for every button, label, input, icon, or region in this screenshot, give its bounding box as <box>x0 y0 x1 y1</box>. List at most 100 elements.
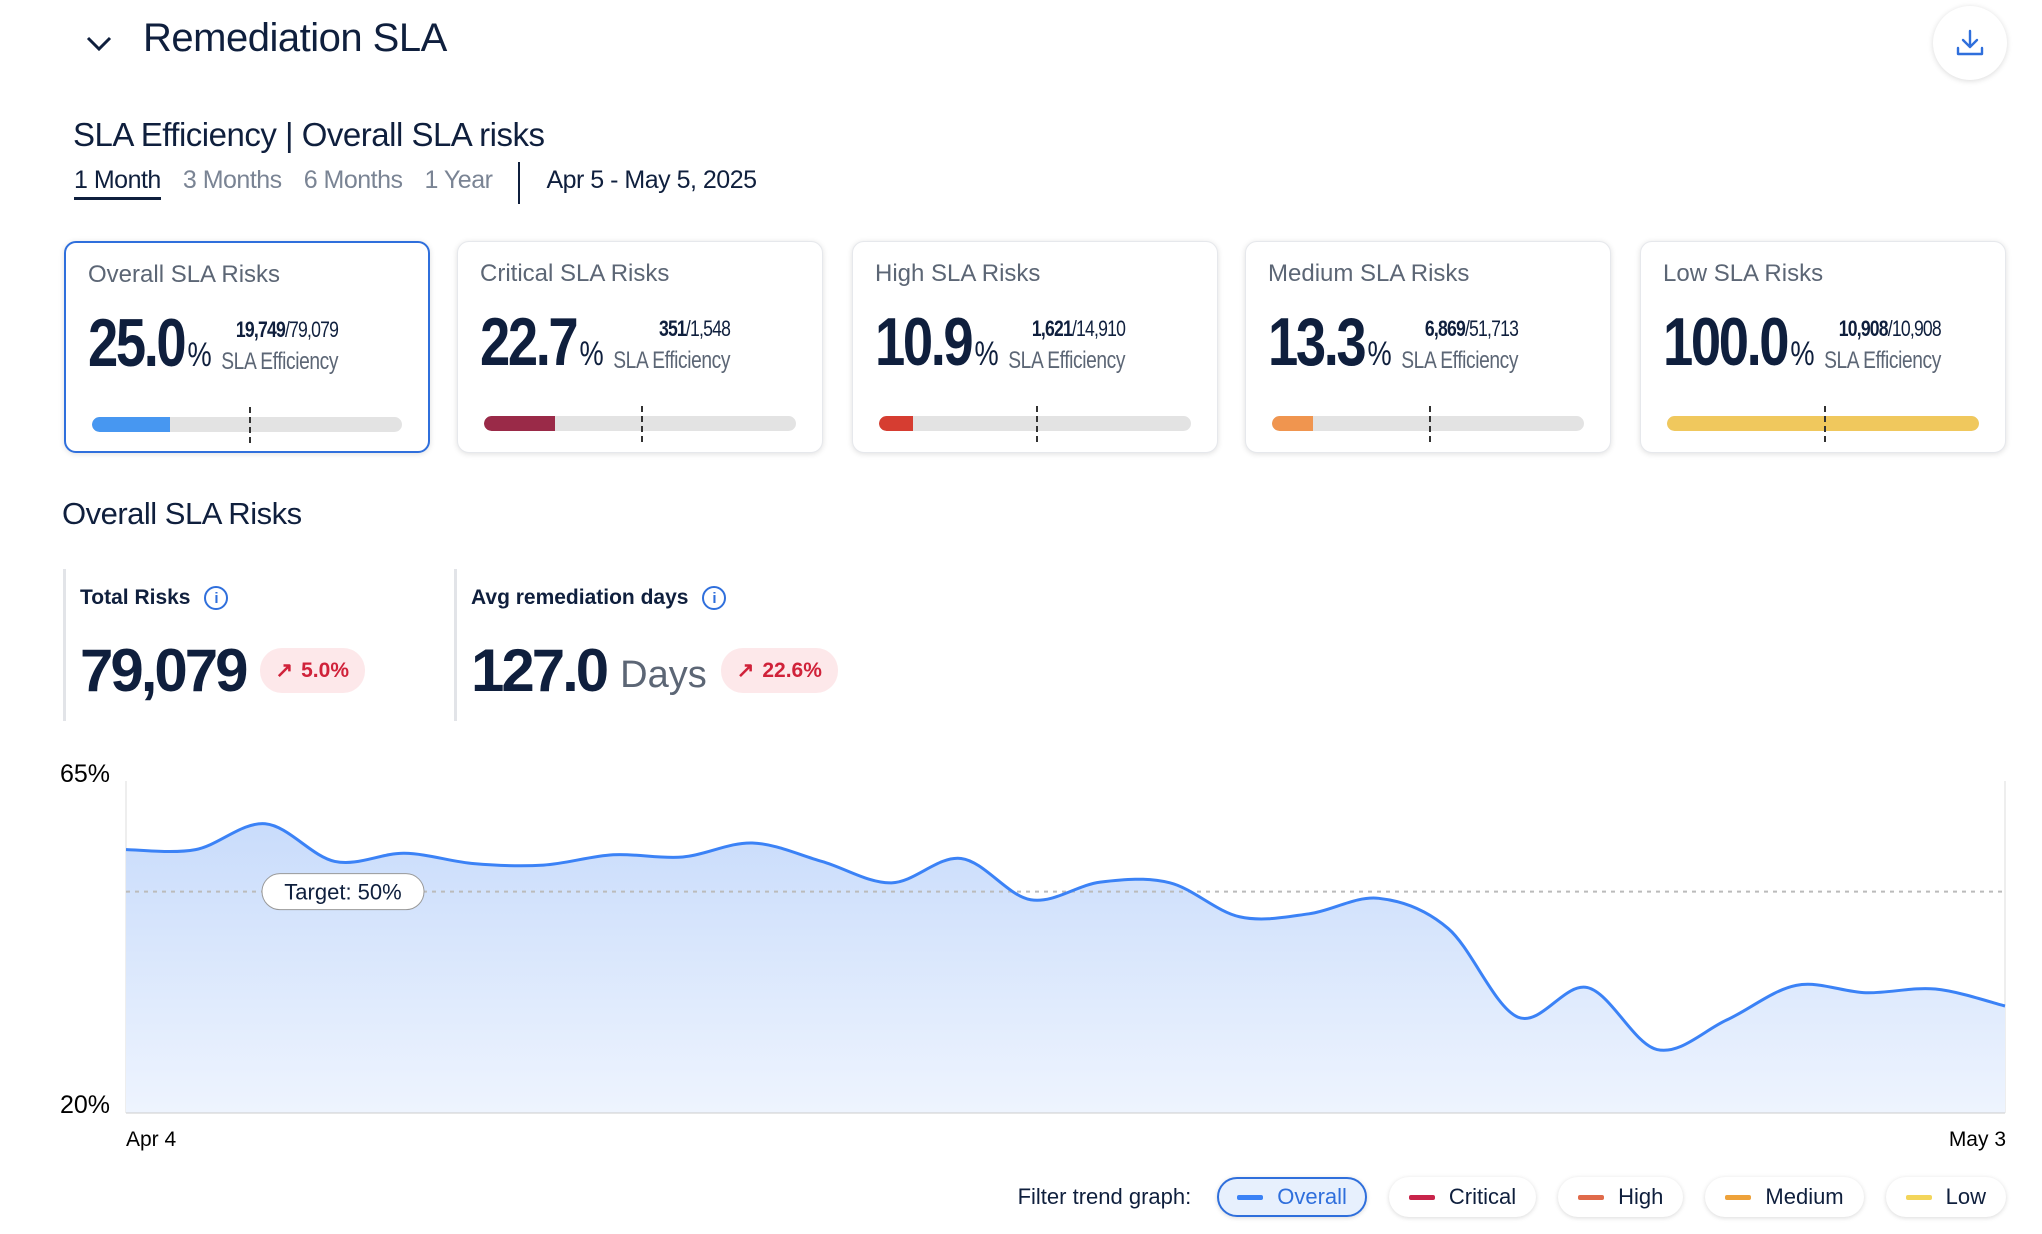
card-detail: 351/1,548 SLA Efficiency <box>613 316 731 376</box>
trend-up-icon: ↗ <box>736 659 755 682</box>
card-percentage: 10.9% <box>875 308 999 376</box>
filter-option-label: Low <box>1945 1184 1986 1209</box>
change-value: 22.6% <box>762 658 822 682</box>
card-label: Medium SLA Risks <box>1268 260 1470 287</box>
sla-card-low[interactable]: Low SLA Risks 100.0% 10,908/10,908 SLA E… <box>1640 241 2006 453</box>
progress-fill <box>484 416 555 431</box>
filter-low[interactable]: Low <box>1885 1177 2006 1217</box>
x-tick-label: May 3 <box>1949 1128 2006 1151</box>
filter-option-label: Critical <box>1448 1184 1517 1209</box>
target-label-text: Target: 50% <box>284 880 401 905</box>
series-line-overall <box>125 822 2006 1052</box>
card-value: 22.7 <box>480 304 579 380</box>
card-label: Critical SLA Risks <box>480 260 670 287</box>
tab-1-month[interactable]: 1 Month <box>74 166 161 200</box>
card-values: 25.0% 19,749/79,079 SLA Efficiency <box>88 309 339 377</box>
card-detail: 1,621/14,910 SLA Efficiency <box>1008 316 1126 376</box>
card-percentage: 100.0% <box>1663 308 1815 376</box>
card-percentage: 25.0% <box>88 309 212 377</box>
filter-label: Filter trend graph: <box>1017 1184 1192 1209</box>
card-label: Low SLA Risks <box>1663 260 1824 287</box>
change-badge: ↗ 5.0% <box>259 648 365 693</box>
info-icon[interactable]: i <box>204 586 229 610</box>
sla-card-medium[interactable]: Medium SLA Risks 13.3% 6,869/51,713 SLA … <box>1245 241 1611 453</box>
kpi-total-risks: Total Risks i 79,079 ↗ 5.0% <box>63 569 403 721</box>
card-value: 25.0 <box>88 305 187 381</box>
card-denominator: /79,079 <box>284 317 339 343</box>
progress-fill <box>879 416 913 431</box>
filter-overall[interactable]: Overall <box>1217 1177 1367 1217</box>
change-badge: ↗ 22.6% <box>720 648 838 693</box>
kpi-value: 127.0 <box>471 637 609 704</box>
card-percentage: 22.7% <box>480 308 604 376</box>
progress-bar <box>484 416 796 431</box>
card-values: 13.3% 6,869/51,713 SLA Efficiency <box>1268 308 1519 376</box>
kpi-label: Avg remediation days <box>471 586 689 609</box>
card-numerator: 6,869 <box>1424 316 1466 342</box>
progress-fill <box>92 417 170 432</box>
section-title-overall: Overall SLA Risks <box>62 496 302 531</box>
sla-card-high[interactable]: High SLA Risks 10.9% 1,621/14,910 SLA Ef… <box>852 241 1218 453</box>
card-values: 10.9% 1,621/14,910 SLA Efficiency <box>875 308 1126 376</box>
filter-row: Filter trend graph: Overall Critical High M… <box>1018 1177 2006 1217</box>
filter-option-label: Overall <box>1277 1184 1347 1209</box>
progress-bar <box>92 417 402 432</box>
legend-swatch-icon <box>1408 1194 1435 1200</box>
card-fraction: 351/1,548 <box>658 316 731 342</box>
card-value: 13.3 <box>1268 304 1367 380</box>
change-value: 5.0% <box>301 658 349 682</box>
card-denominator: /51,713 <box>1464 316 1519 342</box>
trend-up-icon: ↗ <box>275 659 294 682</box>
download-icon <box>1956 29 1984 56</box>
tab-1-year[interactable]: 1 Year <box>424 166 493 194</box>
card-value: 100.0 <box>1663 304 1790 380</box>
card-sublabel: SLA Efficiency <box>1401 346 1519 374</box>
y-tick-label: 65% <box>60 760 110 788</box>
card-detail: 19,749/79,079 SLA Efficiency <box>221 317 339 377</box>
filter-critical[interactable]: Critical <box>1388 1177 1537 1217</box>
card-values: 100.0% 10,908/10,908 SLA Efficiency <box>1663 308 1942 376</box>
target-marker <box>641 406 643 442</box>
target-marker <box>1429 406 1431 442</box>
chevron-down-icon[interactable] <box>84 28 114 58</box>
y-tick-label: 20% <box>60 1091 110 1119</box>
page-title: Remediation SLA <box>143 16 447 60</box>
x-tick-label: Apr 4 <box>126 1128 177 1151</box>
filter-option-label: High <box>1618 1184 1664 1209</box>
legend-swatch-icon <box>1725 1194 1752 1200</box>
progress-bar <box>1272 416 1584 431</box>
target-marker <box>1824 406 1826 442</box>
sla-card-critical[interactable]: Critical SLA Risks 22.7% 351/1,548 SLA E… <box>457 241 823 453</box>
progress-fill <box>1272 416 1314 431</box>
card-fraction: 19,749/79,079 <box>236 317 339 343</box>
kpi-avg-remediation-days: Avg remediation days i 127.0 Days ↗ 22.6% <box>454 569 954 721</box>
card-numerator: 1,621 <box>1031 316 1073 342</box>
card-detail: 6,869/51,713 SLA Efficiency <box>1401 316 1519 376</box>
target-label: Target: 50% <box>261 873 425 911</box>
card-sublabel: SLA Efficiency <box>1824 346 1941 374</box>
trend-chart: 65% 20% Target: 50% Apr 4 May 3 <box>60 760 2006 1151</box>
kpi-label: Total Risks <box>80 586 191 609</box>
card-numerator: 351 <box>658 316 687 342</box>
tab-3-months[interactable]: 3 Months <box>182 166 282 194</box>
target-marker <box>249 407 251 443</box>
card-denominator: /10,908 <box>1887 316 1942 342</box>
card-sublabel: SLA Efficiency <box>613 346 731 374</box>
card-label: Overall SLA Risks <box>88 261 281 288</box>
card-unit: % <box>1790 335 1815 373</box>
area-fill <box>126 823 2005 1113</box>
progress-fill <box>1667 416 1979 431</box>
card-unit: % <box>579 335 604 373</box>
card-unit: % <box>1367 335 1392 373</box>
sla-card-overall[interactable]: Overall SLA Risks 25.0% 19,749/79,079 SL… <box>64 241 430 453</box>
card-denominator: /14,910 <box>1071 316 1126 342</box>
legend-swatch-icon <box>1905 1194 1932 1200</box>
info-icon[interactable]: i <box>702 586 727 610</box>
date-range[interactable]: Apr 5 - May 5, 2025 <box>546 166 757 194</box>
legend-swatch-icon <box>1237 1194 1264 1200</box>
tab-6-months[interactable]: 6 Months <box>303 166 403 194</box>
filter-medium[interactable]: Medium <box>1705 1177 1864 1217</box>
filter-high[interactable]: High <box>1558 1177 1684 1217</box>
download-button[interactable] <box>1933 6 2007 80</box>
progress-bar <box>1667 416 1979 431</box>
